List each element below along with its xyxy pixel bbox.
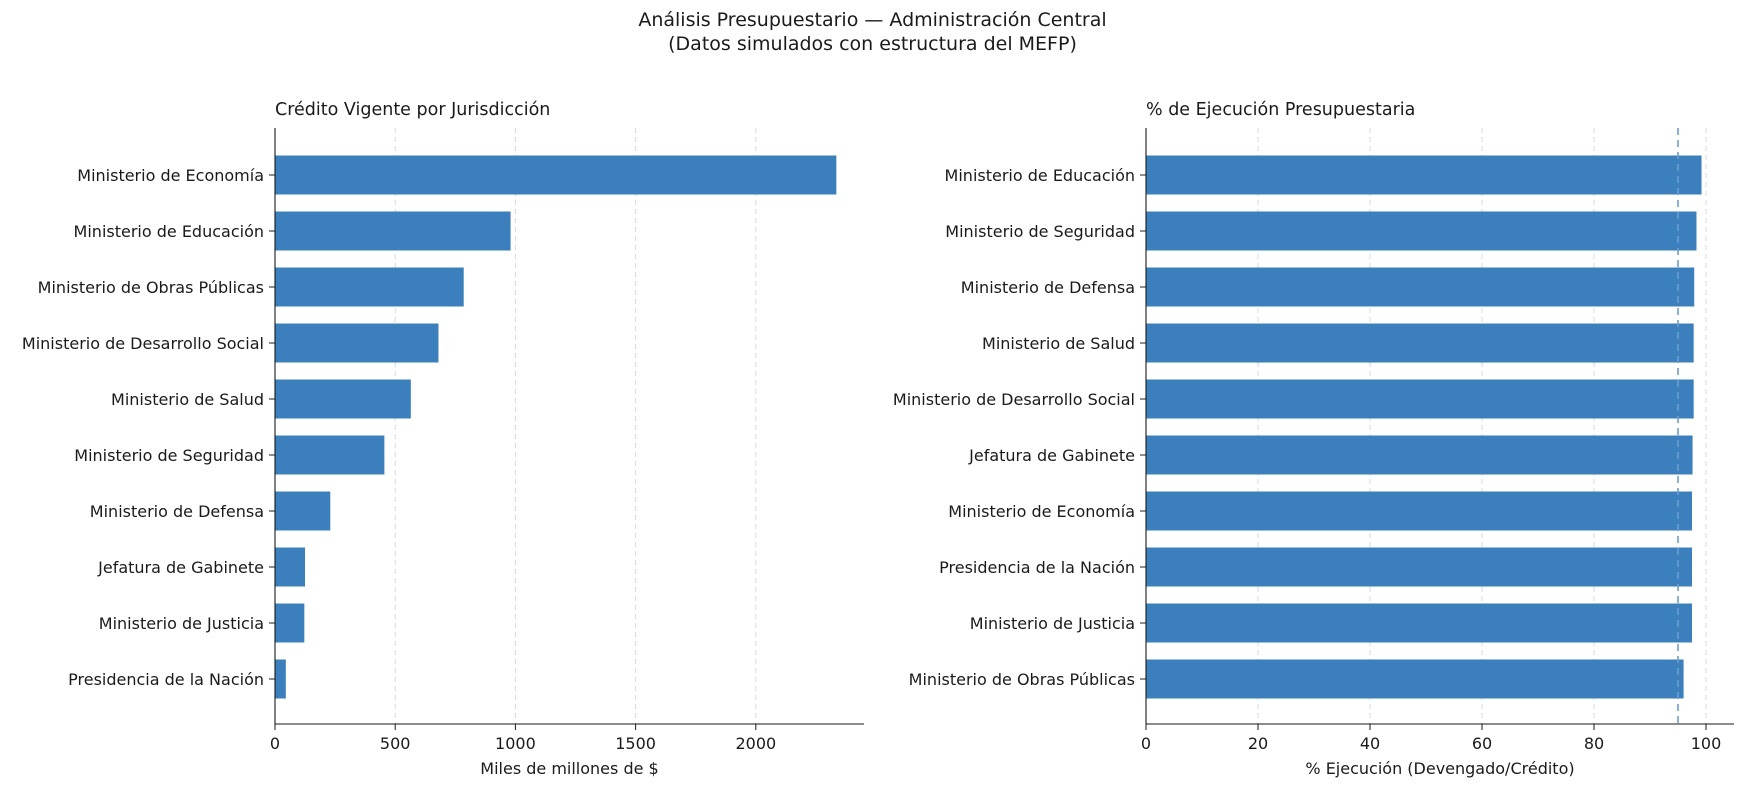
credito-bar	[275, 267, 464, 307]
credito-bar	[275, 491, 331, 531]
ejecucion-category-label: Jefatura de Gabinete	[968, 446, 1135, 465]
credito-category-label: Ministerio de Economía	[77, 166, 264, 185]
ejecucion-xtick-label: 100	[1691, 734, 1722, 753]
figure-title-line2: (Datos simulados con estructura del MEFP…	[668, 33, 1077, 55]
credito-bar	[275, 435, 385, 475]
credito-category-label: Ministerio de Desarrollo Social	[22, 334, 264, 353]
credito-category-label: Ministerio de Obras Públicas	[38, 278, 264, 297]
credito-category-label: Ministerio de Educación	[74, 222, 264, 241]
ejecucion-panel: Ministerio de Educación Ministerio de Seg…	[893, 100, 1734, 778]
credito-bar	[275, 659, 286, 699]
ejecucion-bar	[1146, 323, 1694, 363]
ejecucion-xtick-label: 60	[1472, 734, 1492, 753]
ejecucion-bar	[1146, 547, 1692, 587]
credito-panel: Ministerio de Economía Ministerio de Educ…	[22, 100, 864, 778]
ejecucion-category-label: Presidencia de la Nación	[939, 558, 1135, 577]
credito-bar	[275, 379, 411, 419]
credito-x-axis-label: Miles de millones de $	[480, 759, 658, 778]
ejecucion-bar	[1146, 211, 1697, 251]
ejecucion-category-label: Ministerio de Defensa	[961, 278, 1135, 297]
ejecucion-category-label: Ministerio de Salud	[982, 334, 1135, 353]
credito-bar	[275, 323, 439, 363]
credito-category-label: Jefatura de Gabinete	[97, 558, 264, 577]
figure-title: Análisis Presupuestario — Administración…	[0, 8, 1745, 56]
ejecucion-chart-title: % de Ejecución Presupuestaria	[1146, 100, 1415, 120]
credito-category-label: Ministerio de Salud	[111, 390, 264, 409]
credito-xtick-label: 1500	[615, 734, 656, 753]
ejecucion-bar	[1146, 155, 1702, 195]
figure-title-line1: Análisis Presupuestario — Administración…	[638, 9, 1107, 31]
ejecucion-bar	[1146, 603, 1692, 643]
ejecucion-category-label: Ministerio de Educación	[945, 166, 1135, 185]
ejecucion-bar	[1146, 659, 1684, 699]
credito-bar	[275, 547, 306, 587]
ejecucion-category-label: Ministerio de Desarrollo Social	[893, 390, 1135, 409]
credito-category-label: Presidencia de la Nación	[68, 670, 264, 689]
credito-xtick-label: 500	[380, 734, 411, 753]
ejecucion-category-label: Ministerio de Seguridad	[945, 222, 1135, 241]
credito-category-label: Ministerio de Defensa	[90, 502, 264, 521]
ejecucion-x-axis-label: % Ejecución (Devengado/Crédito)	[1305, 759, 1574, 778]
ejecucion-xtick-label: 0	[1141, 734, 1151, 753]
credito-chart-title: Crédito Vigente por Jurisdicción	[275, 100, 550, 120]
ejecucion-bar	[1146, 491, 1692, 531]
ejecucion-bar	[1146, 267, 1695, 307]
ejecucion-bar	[1146, 435, 1693, 475]
ejecucion-category-label: Ministerio de Justicia	[970, 614, 1135, 633]
ejecucion-bar	[1146, 379, 1694, 419]
credito-xtick-label: 0	[270, 734, 280, 753]
ejecucion-xtick-label: 20	[1248, 734, 1268, 753]
ejecucion-category-label: Ministerio de Economía	[948, 502, 1135, 521]
credito-bar	[275, 211, 511, 251]
ejecucion-category-label: Ministerio de Obras Públicas	[909, 670, 1135, 689]
credito-bar	[275, 603, 305, 643]
credito-category-label: Ministerio de Seguridad	[74, 446, 264, 465]
ejecucion-xtick-label: 80	[1584, 734, 1604, 753]
credito-xtick-label: 2000	[735, 734, 776, 753]
credito-bar	[275, 155, 837, 195]
ejecucion-xtick-label: 40	[1360, 734, 1380, 753]
credito-category-label: Ministerio de Justicia	[99, 614, 264, 633]
credito-xtick-label: 1000	[495, 734, 536, 753]
